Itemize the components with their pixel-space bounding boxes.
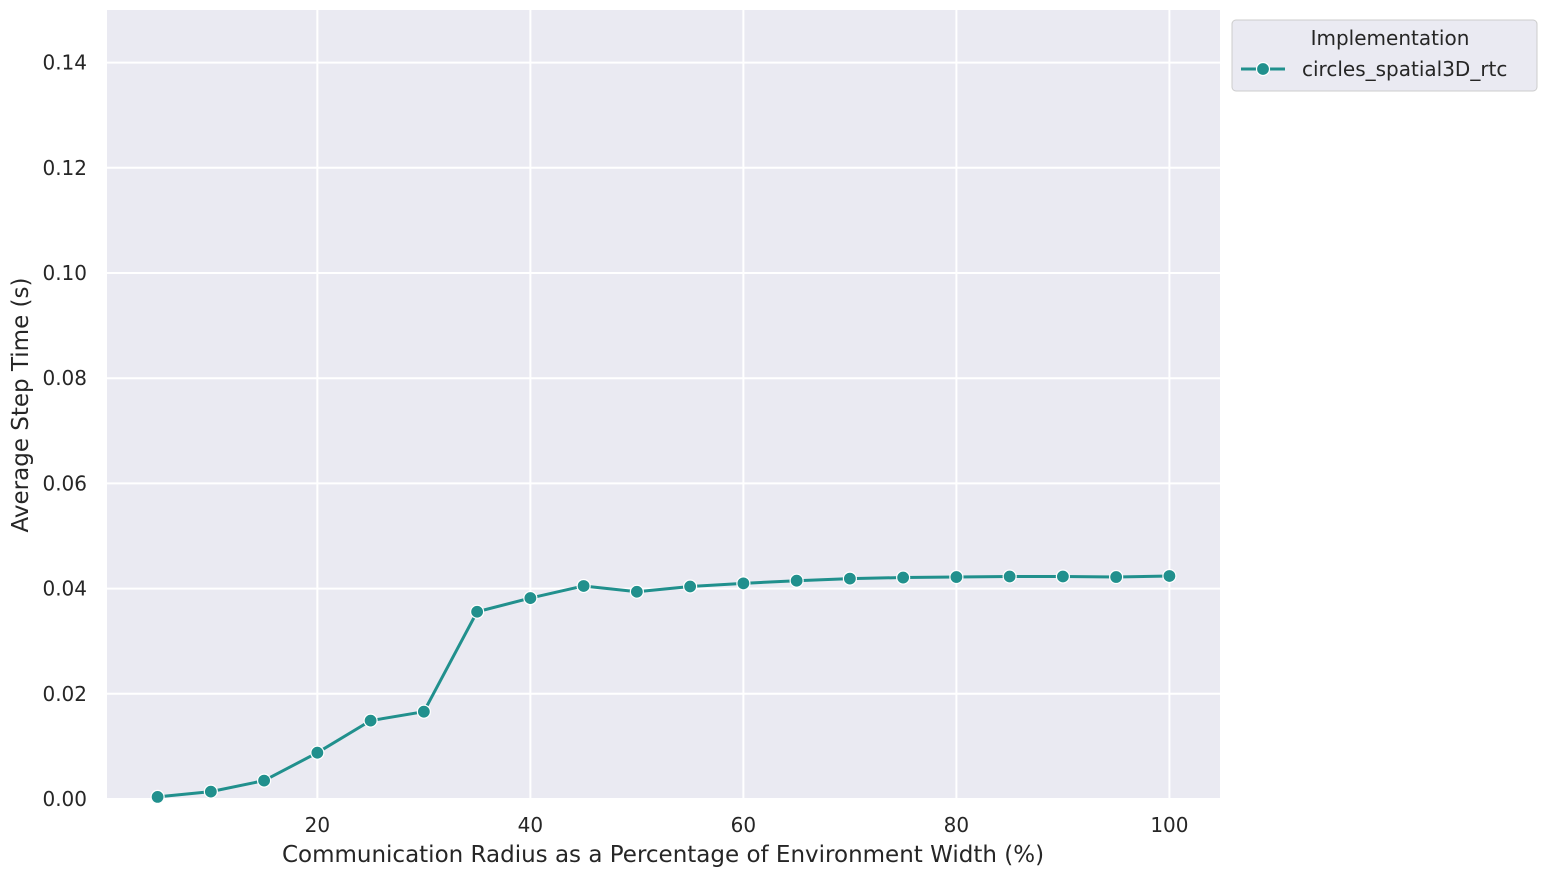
tick-labels: 20 40 60 80 100 0.00 0.02 0.04 0.06 0.08 0.10 0.12 0… [42,51,1188,837]
data-point [310,745,325,760]
data-point [736,576,751,591]
legend-box [1231,19,1538,92]
data-point [523,590,538,606]
data-point [363,713,378,728]
y-tick-label: 0.12 [42,156,87,180]
data-points [150,568,1177,804]
x-tick-label: 100 [1150,813,1188,837]
x-tick-label: 60 [731,813,756,837]
y-tick-label: 0.02 [42,682,87,706]
x-axis-label: Communication Radius as a Percentage of … [282,842,1044,868]
data-point [416,704,431,719]
y-tick-label: 0.04 [42,577,87,601]
y-tick-label: 0.06 [42,471,87,495]
data-point [470,604,485,619]
data-point [949,569,964,585]
series-line [156,574,1171,799]
data-point [1162,568,1177,584]
legend-marker-swatch [1255,61,1271,77]
grid-lines [107,10,1220,800]
data-point [150,789,165,804]
data-point [896,570,911,585]
legend: Implementation circles_spatial3D_rtc [1231,19,1538,92]
series-lines [156,574,1171,799]
data-point [629,584,644,599]
data-point [683,579,698,594]
y-tick-label: 0.08 [42,366,87,390]
data-point [842,571,857,586]
data-point [789,573,804,588]
y-tick-label: 0.00 [42,787,87,811]
data-point [576,578,591,594]
data-point [1002,569,1017,584]
x-tick-label: 20 [305,813,330,837]
y-tick-label: 0.14 [42,51,87,75]
data-point [256,773,272,788]
data-point [203,784,218,799]
legend-entry-label: circles_spatial3D_rtc [1302,57,1507,81]
plot-area [107,10,1220,799]
x-tick-label: 80 [944,813,969,837]
legend-title: Implementation [1311,26,1470,50]
y-tick-label: 0.10 [42,261,87,285]
data-point [1109,569,1124,585]
data-point [1055,569,1071,584]
y-axis-label: Average Step Time (s) [8,278,34,533]
x-tick-label: 40 [518,813,543,837]
